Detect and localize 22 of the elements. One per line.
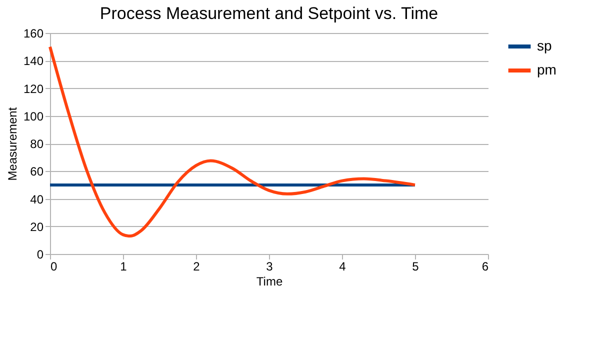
y-tick-label: 80 — [30, 137, 44, 151]
chart-title: Process Measurement and Setpoint vs. Time — [100, 4, 438, 23]
y-tick-label: 120 — [23, 82, 44, 96]
x-axis-title: Time — [256, 274, 283, 288]
y-tick-label: 140 — [23, 54, 44, 68]
x-tick-label: 4 — [339, 260, 346, 274]
y-tick-label: 60 — [30, 164, 44, 179]
y-axis-title: Measurement — [5, 106, 20, 181]
legend-label: pm — [537, 62, 556, 78]
x-tick-label: 6 — [482, 260, 489, 274]
x-tick-label: 1 — [120, 260, 128, 274]
y-tick-label: 40 — [30, 192, 44, 206]
y-tick-label: 160 — [23, 26, 44, 40]
legend-label: sp — [537, 38, 552, 54]
x-tick-label: 5 — [412, 260, 420, 274]
line-series — [48, 45, 416, 238]
y-tick-label: 100 — [23, 109, 44, 124]
y-tick-label: 0 — [36, 248, 44, 262]
x-tick-label: 3 — [266, 260, 274, 274]
y-tick-label: 20 — [30, 220, 44, 234]
x-tick-label: 2 — [193, 260, 200, 274]
x-tick-label: 0 — [50, 260, 58, 274]
